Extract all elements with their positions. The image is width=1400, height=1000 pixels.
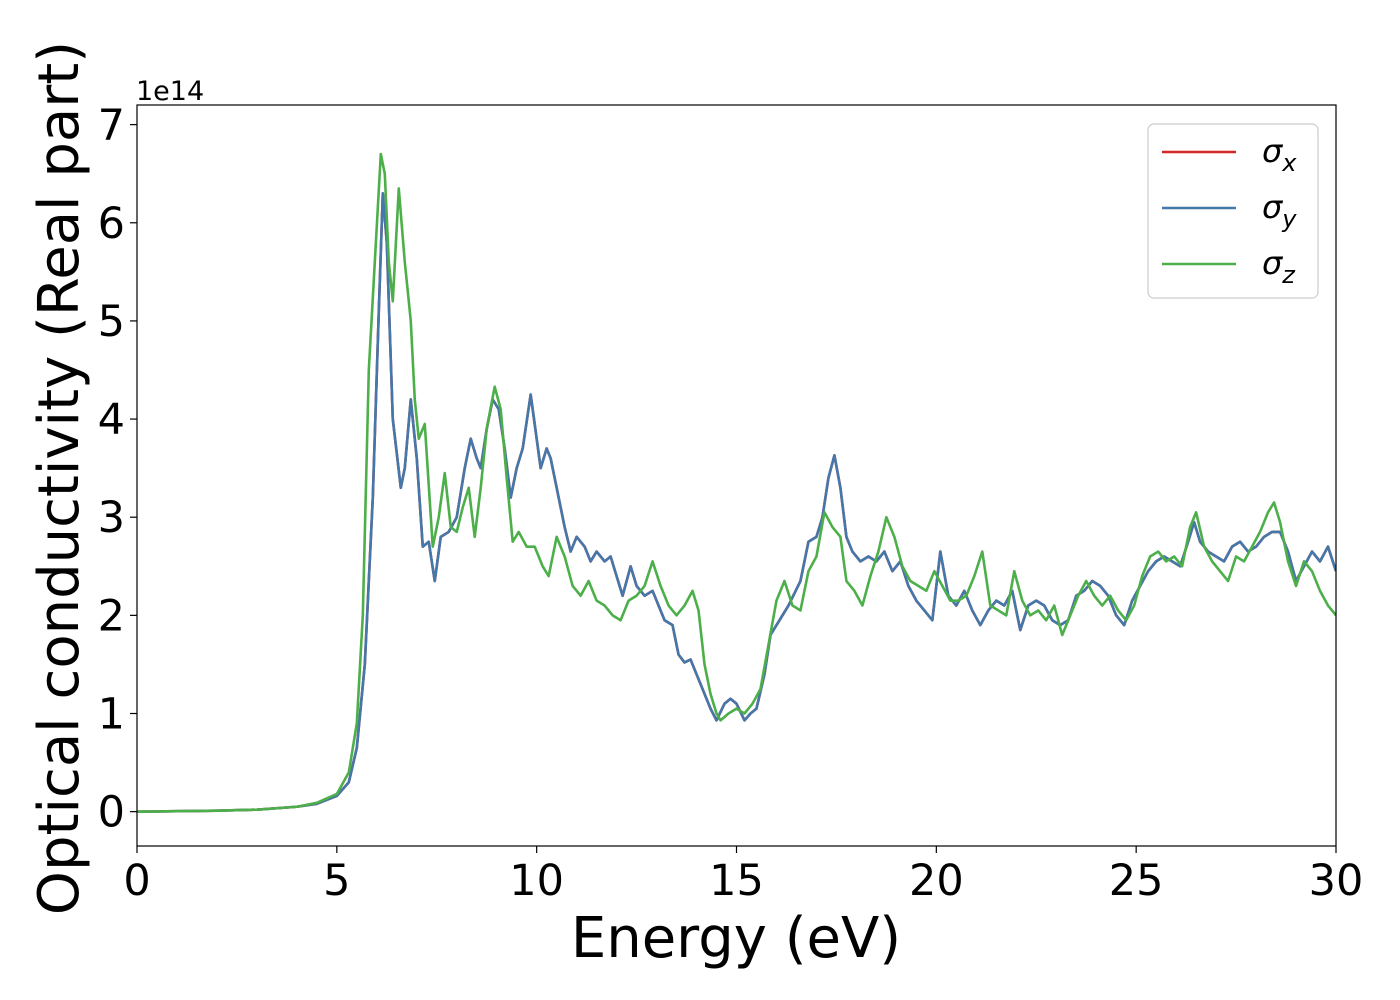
x-axis-title: Energy (eV) [571,906,901,971]
series-layer [137,152,1336,813]
legend-label-z: σz [1262,244,1296,289]
y-tick-label: 4 [98,395,125,445]
x-tick-label: 10 [509,856,564,906]
series-line-z [137,152,1336,813]
y-tick-label: 2 [98,591,125,641]
x-tick-label: 15 [709,856,764,906]
y-axis-title: Optical conductivity (Real part) [27,41,92,915]
legend-frame [1147,123,1319,299]
x-tick-label: 20 [909,856,964,906]
legend: σx σy σz [1147,123,1319,299]
x-tick-label: 30 [1309,856,1364,906]
y-tick-label: 1 [98,690,125,740]
y-tick-label: 6 [98,199,125,249]
x-axis: 0 5 10 15 20 25 30 [123,846,1363,906]
x-tick-label: 0 [123,856,150,906]
y-tick-label: 7 [98,101,125,151]
y-tick-label: 5 [98,297,125,347]
y-tick-label: 0 [98,788,125,838]
x-tick-label: 25 [1109,856,1164,906]
legend-label-y: σy [1262,188,1297,233]
legend-label-x: σx [1262,132,1297,177]
x-tick-label: 5 [323,856,350,906]
y-offset-label: 1e14 [136,76,204,107]
y-axis: 0 1 2 3 4 5 6 7 [98,101,137,838]
y-tick-label: 3 [98,493,125,543]
